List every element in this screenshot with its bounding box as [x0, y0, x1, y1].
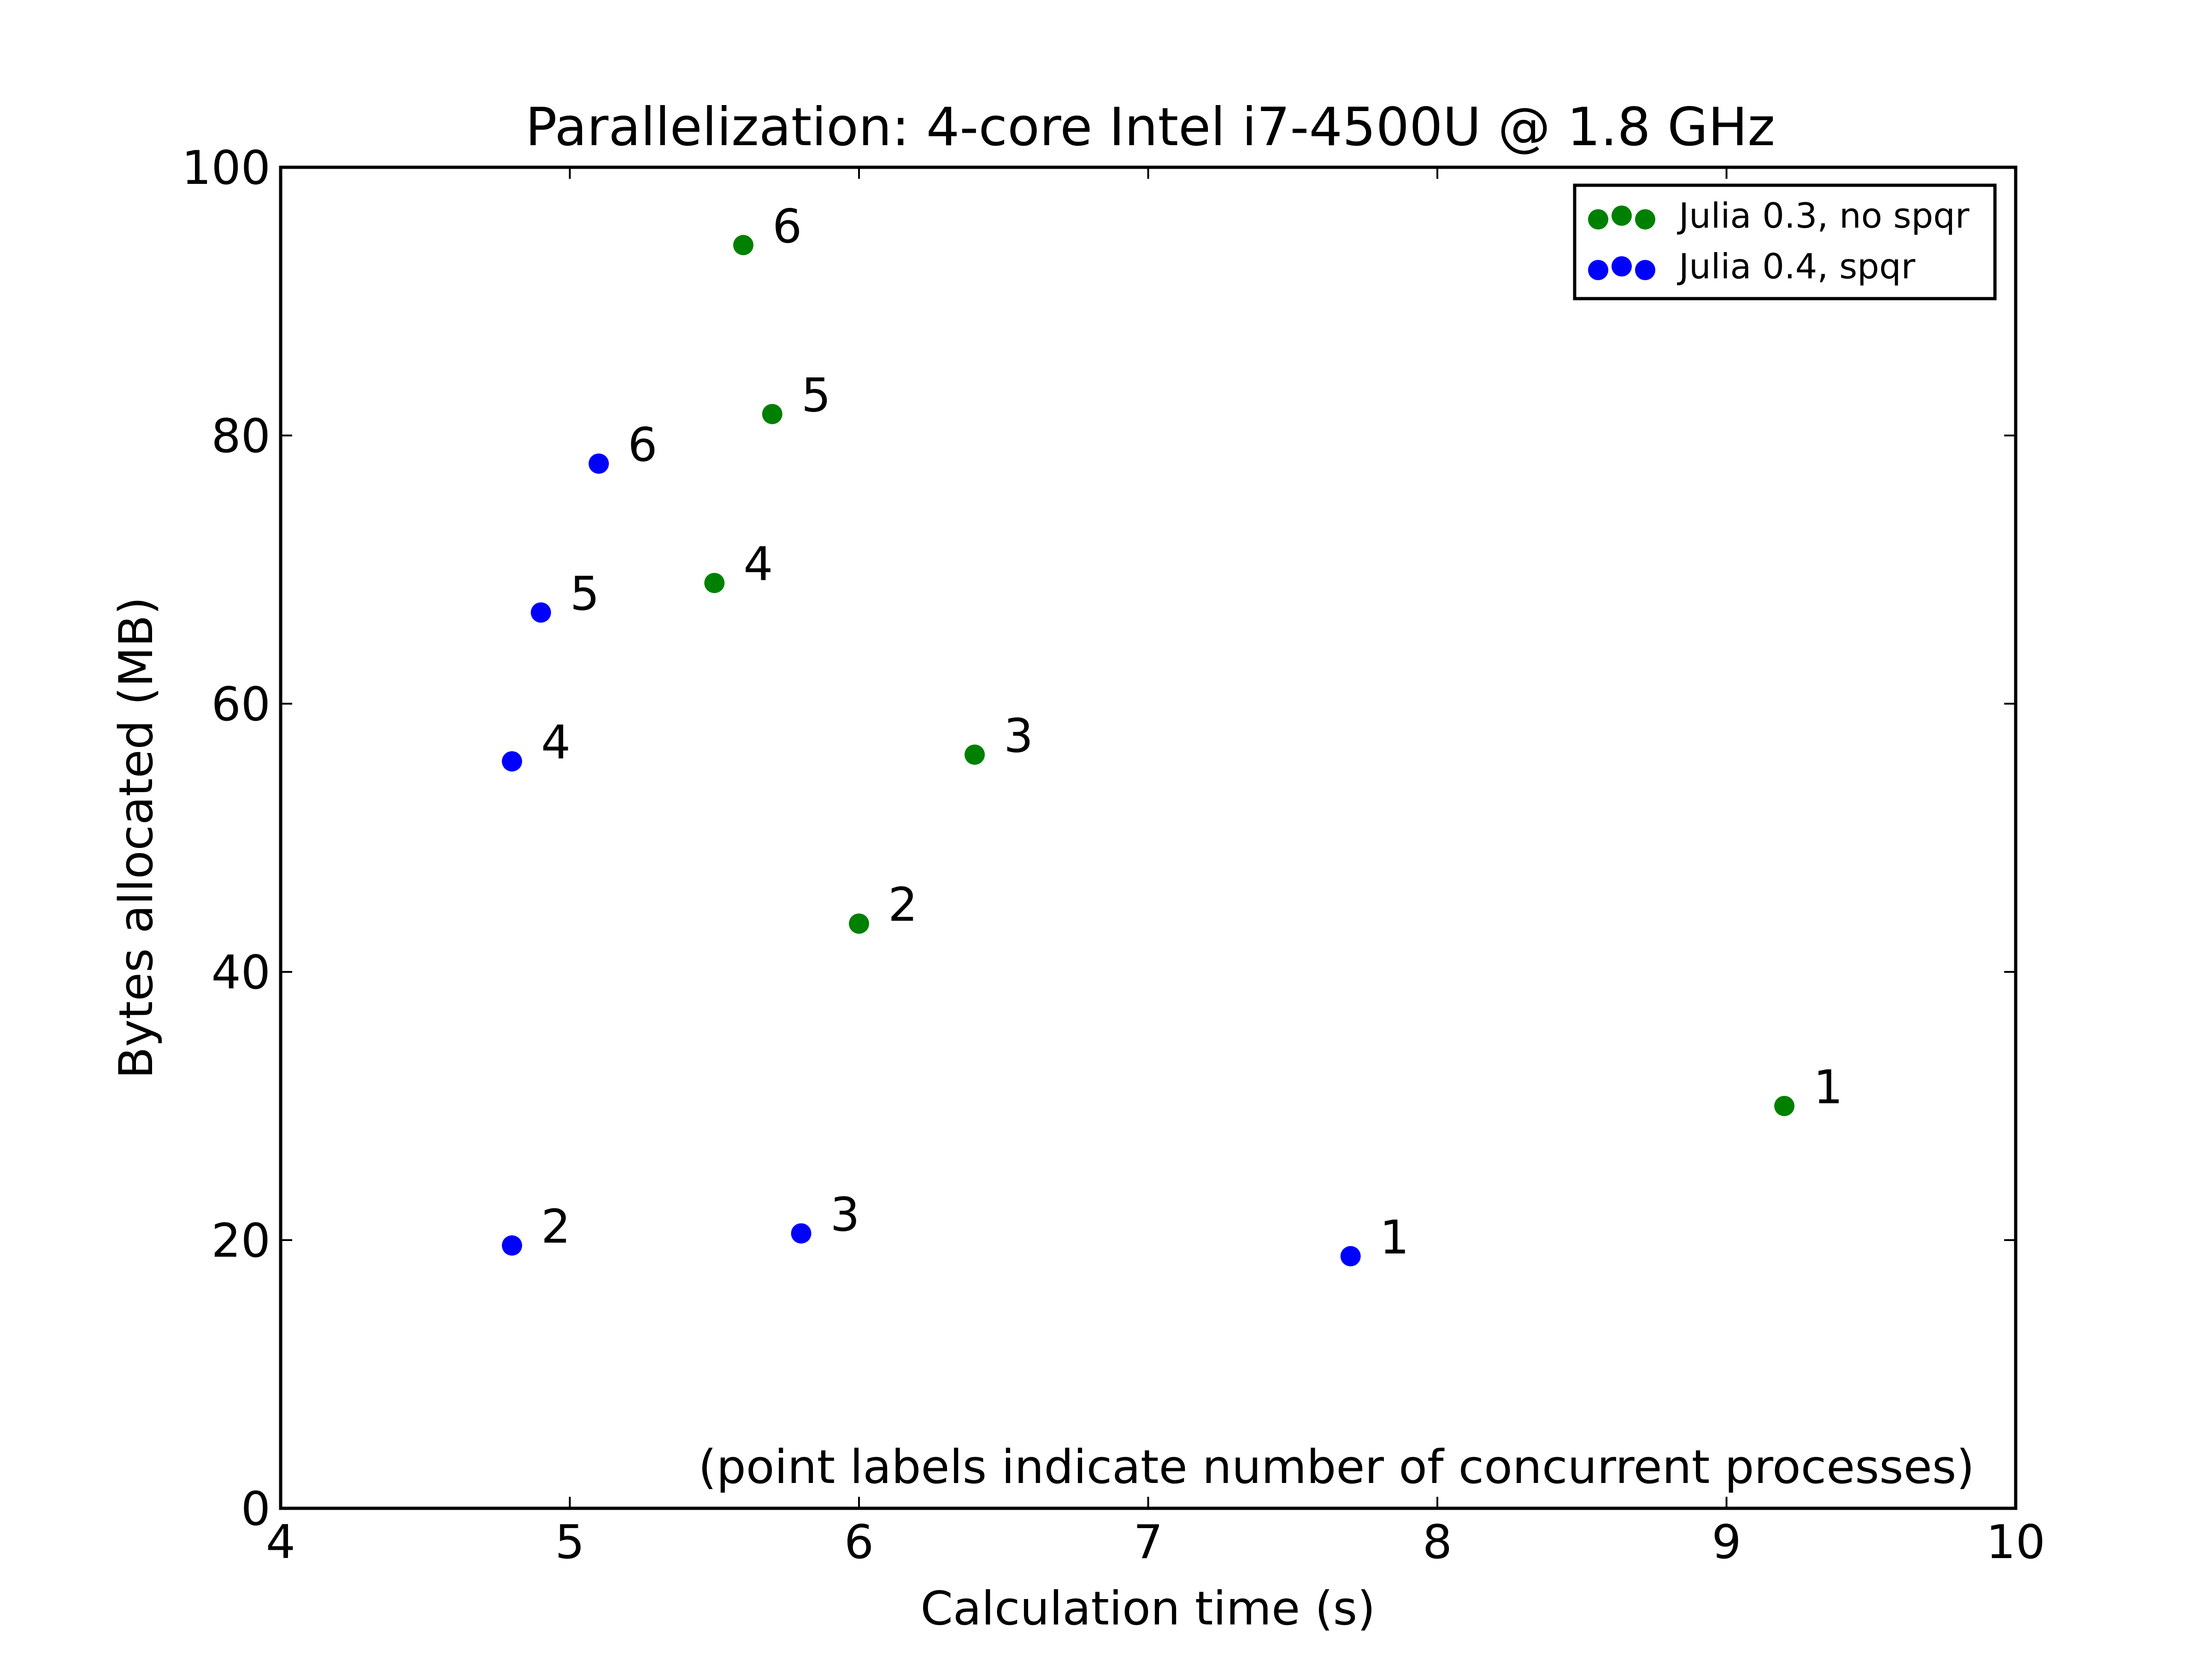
- data-point: [1774, 1096, 1794, 1116]
- y-tick-label: 20: [211, 1213, 271, 1268]
- legend-label: Julia 0.4, spqr: [1677, 246, 1915, 287]
- data-point: [849, 913, 869, 934]
- point-labels: 1 2 3 4 5 6 1 2 3 4 5 6: [541, 199, 1843, 1265]
- point-label: 6: [772, 199, 802, 253]
- point-label: 1: [1380, 1210, 1409, 1265]
- x-tick-label: 10: [1986, 1515, 2046, 1569]
- x-tick-label: 6: [844, 1515, 874, 1569]
- data-point: [791, 1223, 812, 1244]
- data-point: [733, 235, 753, 255]
- legend: Julia 0.3, no spqr Julia 0.4, spqr: [1573, 183, 1997, 300]
- data-point: [502, 751, 522, 772]
- x-tick-label: 4: [266, 1515, 295, 1569]
- y-axis-label: Bytes allocated (MB): [109, 597, 163, 1079]
- legend-label: Julia 0.3, no spqr: [1677, 195, 1970, 236]
- y-tick-label: 60: [211, 677, 271, 731]
- data-point: [965, 744, 985, 765]
- legend-marker: [1612, 206, 1632, 226]
- x-tick-label: 5: [555, 1515, 584, 1569]
- legend-marker: [1635, 209, 1655, 229]
- point-label: 4: [743, 537, 773, 591]
- x-ticks: 4 5 6 7 8 9 10: [266, 167, 2045, 1569]
- chart-annotation: (point labels indicate number of concurr…: [698, 1440, 1974, 1494]
- point-label: 5: [801, 368, 831, 422]
- point-label: 2: [888, 877, 918, 932]
- y-tick-label: 100: [182, 141, 271, 195]
- x-tick-label: 9: [1712, 1515, 1741, 1569]
- data-point: [704, 573, 725, 594]
- point-label: 2: [541, 1200, 571, 1254]
- chart-title: Parallelization: 4-core Intel i7-4500U @…: [525, 96, 1775, 158]
- plot-frame: [279, 165, 2018, 1510]
- legend-marker: [1588, 209, 1608, 229]
- point-label: 5: [570, 566, 600, 621]
- data-point: [762, 404, 782, 424]
- y-ticks: 0 20 40 60 80 100: [182, 141, 2016, 1536]
- data-point: [502, 1235, 522, 1256]
- x-tick-label: 8: [1423, 1515, 1452, 1569]
- data-points: [502, 235, 1794, 1266]
- y-tick-label: 0: [241, 1482, 271, 1536]
- legend-marker: [1635, 260, 1655, 280]
- legend-marker: [1588, 260, 1608, 280]
- point-label: 6: [628, 418, 657, 472]
- legend-entries: Julia 0.3, no spqr Julia 0.4, spqr: [1588, 195, 1970, 287]
- data-point: [530, 602, 551, 623]
- data-point: [1340, 1246, 1361, 1266]
- point-label: 4: [541, 715, 571, 770]
- point-label: 1: [1813, 1060, 1843, 1114]
- legend-marker: [1612, 256, 1632, 276]
- x-tick-label: 7: [1133, 1515, 1163, 1569]
- data-point: [588, 453, 609, 474]
- x-axis-label: Calculation time (s): [920, 1581, 1375, 1635]
- point-label: 3: [830, 1187, 860, 1241]
- y-tick-label: 40: [211, 945, 271, 1000]
- point-label: 3: [1004, 709, 1033, 763]
- y-tick-label: 80: [211, 409, 271, 463]
- legend-box: [1573, 183, 1997, 300]
